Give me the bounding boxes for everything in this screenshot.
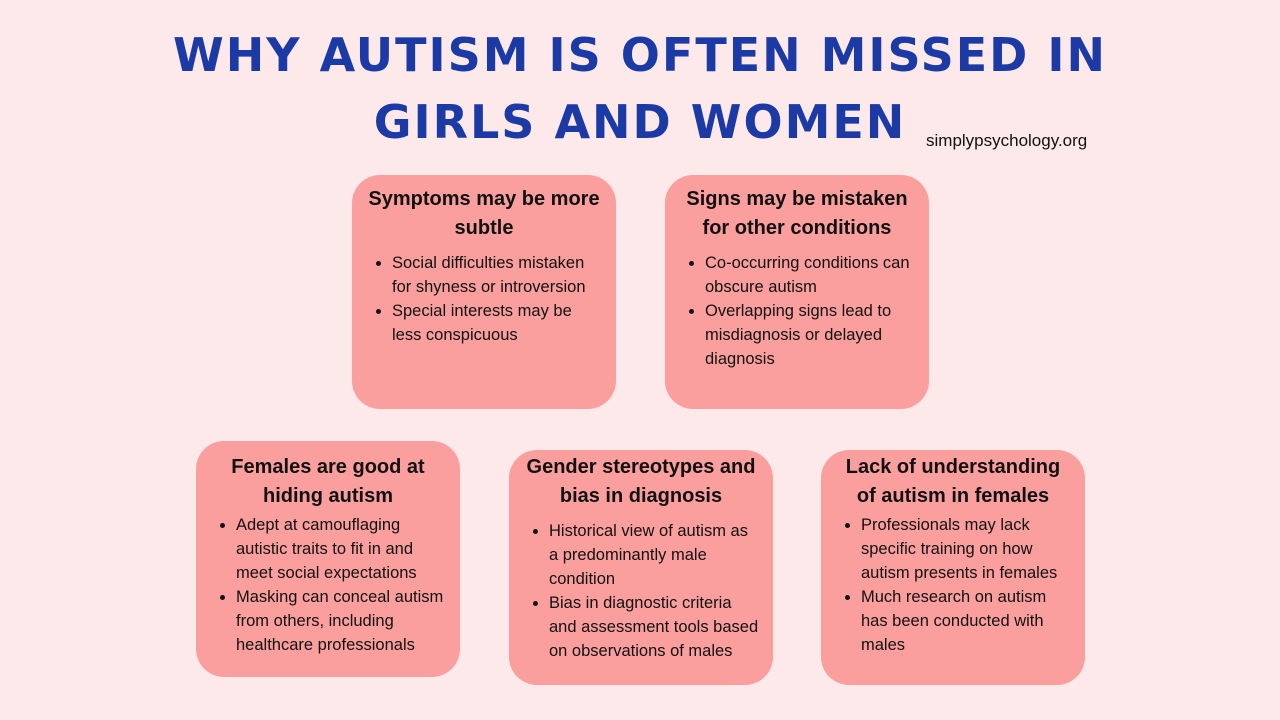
card-lack-understanding: Lack of understanding of autism in femal…	[821, 450, 1085, 685]
bullet: Much research on autism has been conduct…	[861, 585, 1071, 657]
card-heading: Lack of understanding of autism in femal…	[845, 456, 1061, 507]
card-heading: Symptoms may be more subtle	[368, 188, 600, 239]
card-heading: Signs may be mistaken for other conditio…	[686, 188, 908, 239]
card-heading: Females are good at hiding autism	[231, 456, 425, 507]
bullet: Professionals may lack specific training…	[861, 513, 1071, 585]
bullet: Overlapping signs lead to misdiagnosis o…	[705, 299, 915, 371]
bullet: Special interests may be less conspicuou…	[392, 299, 602, 347]
card-subtle-symptoms: Symptoms may be more subtle Social diffi…	[352, 175, 616, 409]
bullet: Bias in diagnostic criteria and assessme…	[549, 591, 759, 663]
title-line-1: Why Autism Is Often Missed In	[173, 28, 1107, 82]
page-title: Why Autism Is Often Missed In Girls and …	[0, 22, 1280, 156]
card-hiding-autism: Females are good at hiding autism Adept …	[196, 441, 460, 677]
bullet: Adept at camouflaging autistic traits to…	[236, 513, 446, 585]
card-mistaken-conditions: Signs may be mistaken for other conditio…	[665, 175, 929, 409]
card-heading: Gender stereotypes and bias in diagnosis	[526, 456, 756, 507]
card-gender-bias: Gender stereotypes and bias in diagnosis…	[509, 450, 773, 685]
bullet: Historical view of autism as a predomina…	[549, 519, 759, 591]
bullet: Co-occurring conditions can obscure auti…	[705, 251, 915, 299]
bullet: Masking can conceal autism from others, …	[236, 585, 446, 657]
source-label: simplypsychology.org	[926, 131, 1088, 150]
bullet: Social difficulties mistaken for shyness…	[392, 251, 602, 299]
title-line-2: Girls and Women	[373, 95, 907, 149]
